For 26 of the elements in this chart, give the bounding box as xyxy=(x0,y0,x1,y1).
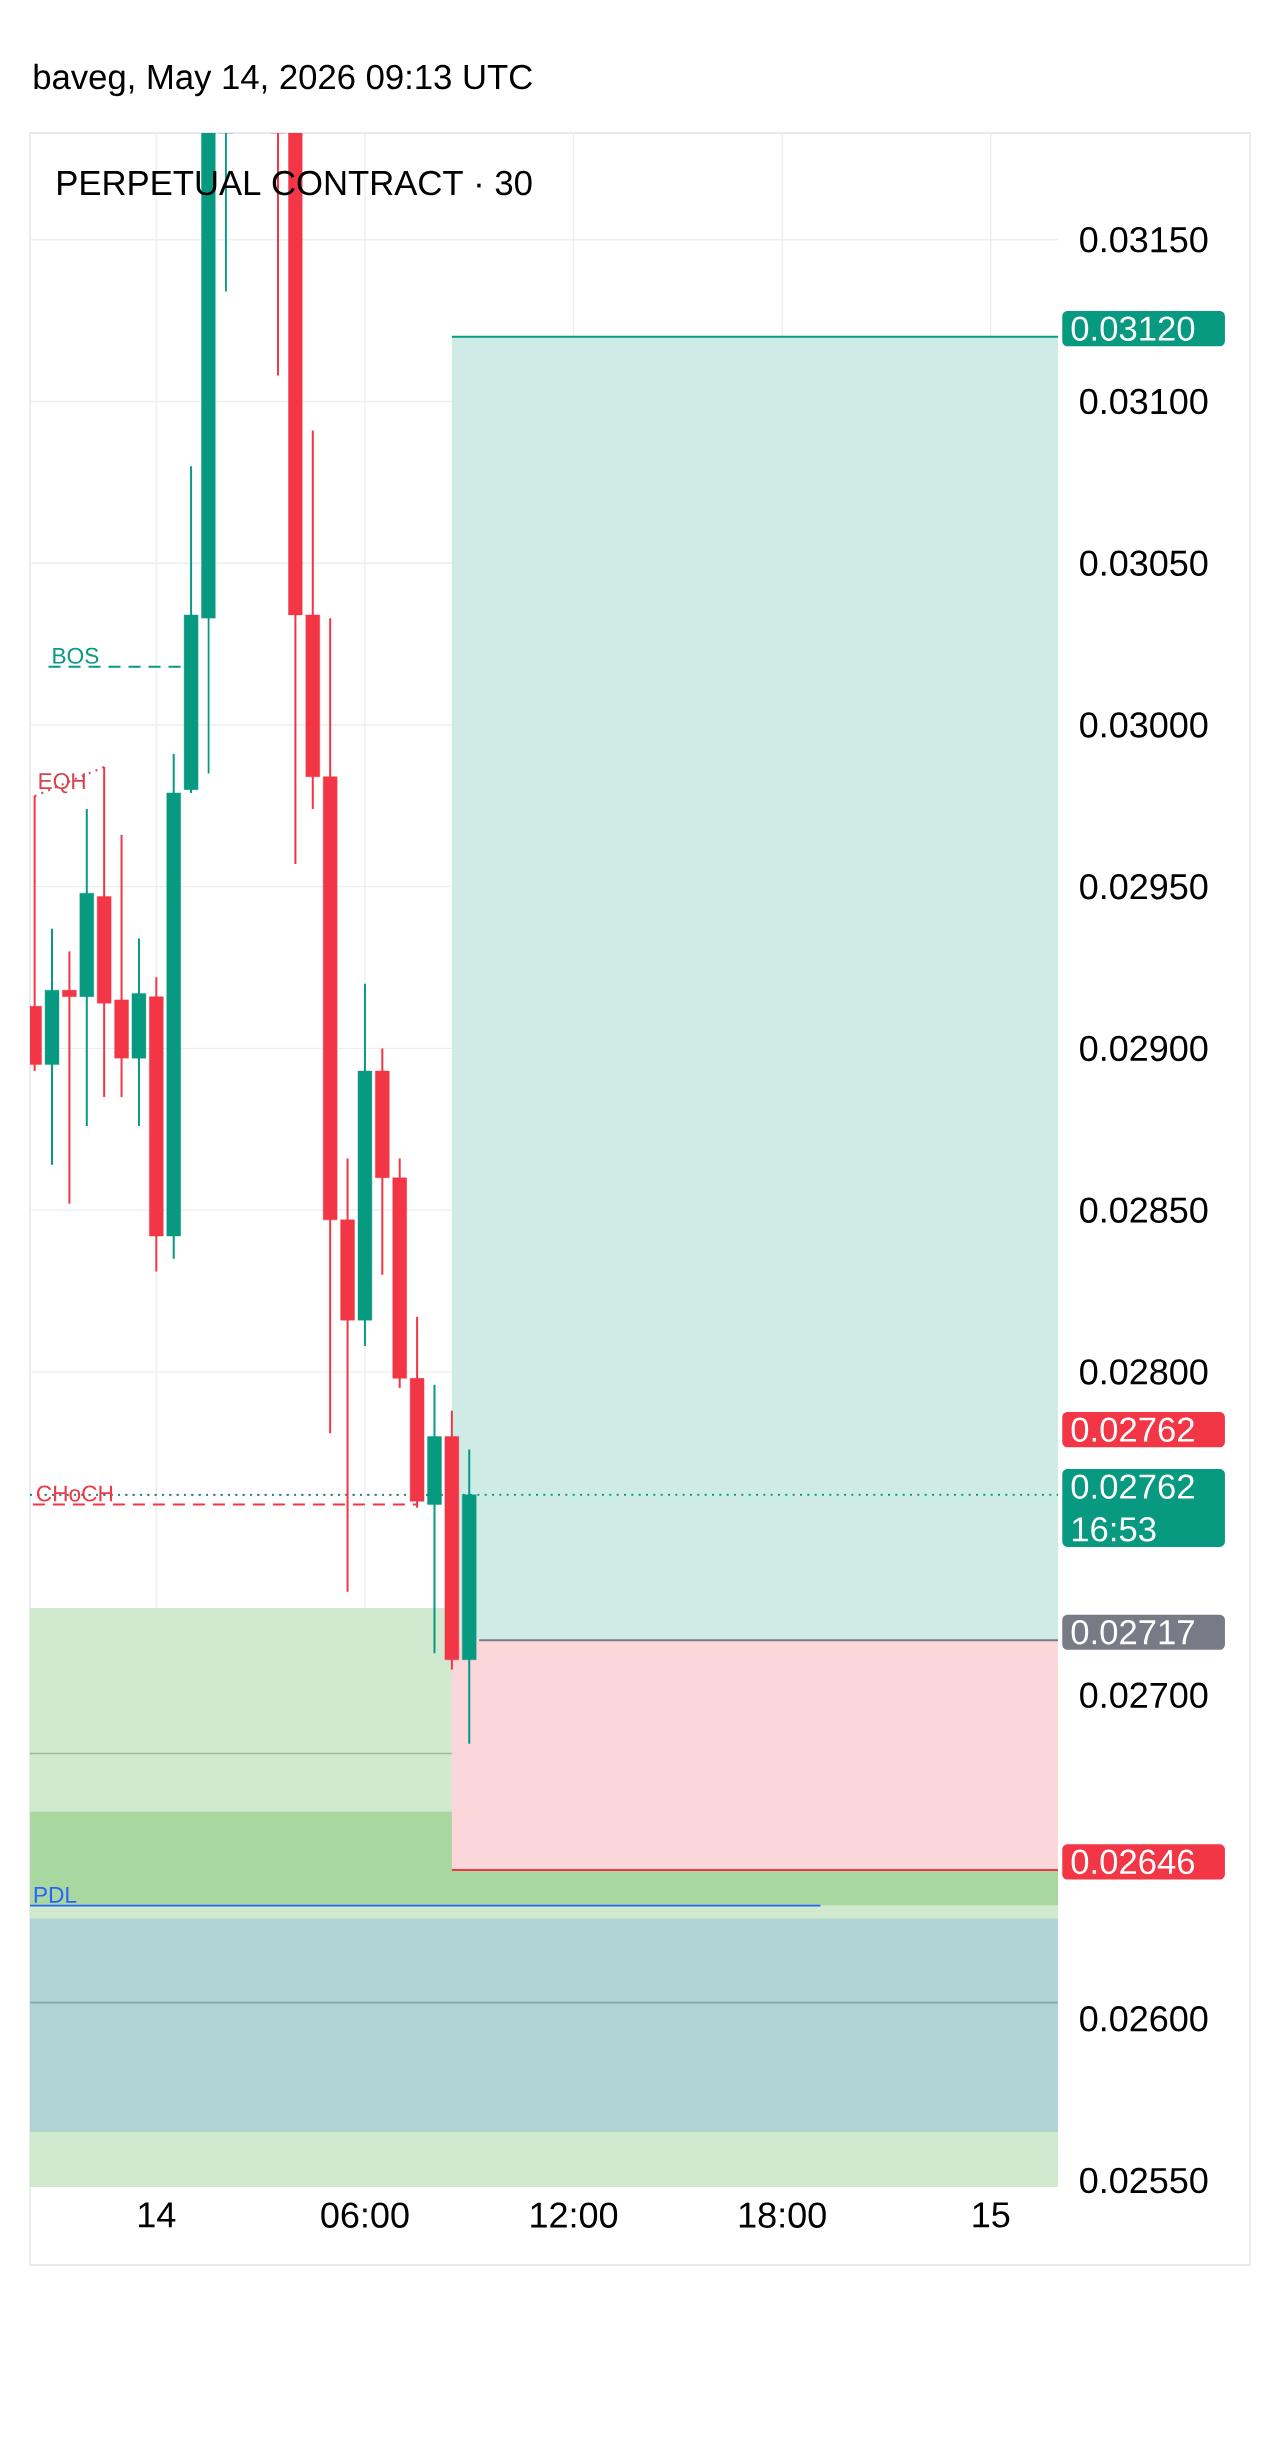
x-tick-label: 14 xyxy=(139,2202,176,2228)
x-tick-label: 06:00 xyxy=(321,2202,409,2228)
y-tick-label: 0.03050 xyxy=(1080,550,1208,576)
x-tick-label: 12:00 xyxy=(531,2202,618,2228)
candlestick xyxy=(62,950,77,1205)
y-tick-label: 0.02950 xyxy=(1080,873,1208,900)
ref-line-label: 0.02762 xyxy=(1071,1417,1194,1442)
data-label: 0.02646 xyxy=(1071,1849,1195,1875)
series-label: CHoCH xyxy=(36,1485,113,1502)
y-tick-label: 0.03150 xyxy=(1080,227,1208,253)
y-tick-label: 0.02900 xyxy=(1080,1035,1208,1062)
series-label: PDL xyxy=(34,1887,77,1903)
data-label: 0.02762 16:53 xyxy=(1071,1474,1194,1542)
y-tick-label: 0.02850 xyxy=(1080,1197,1208,1223)
x-tick-label: 15 xyxy=(973,2202,1010,2228)
y-tick-label: 0.02800 xyxy=(1080,1359,1208,1385)
x-tick-label: 18:00 xyxy=(739,2202,826,2228)
chart-subtitle: baveg, May 14, 2026 09:13 UTC xyxy=(34,63,532,97)
y-tick-label: 0.02600 xyxy=(1080,2006,1208,2032)
data-label: 0.03120 xyxy=(1071,316,1195,341)
series-label: BOS xyxy=(53,647,99,664)
y-tick-label: 0.03000 xyxy=(1080,712,1208,738)
data-label: 0.02717 xyxy=(1071,1619,1194,1645)
y-tick-label: 0.03100 xyxy=(1080,388,1208,415)
y-tick-label: 0.02700 xyxy=(1080,1682,1208,1709)
y-tick-label: 0.02550 xyxy=(1080,2167,1208,2194)
